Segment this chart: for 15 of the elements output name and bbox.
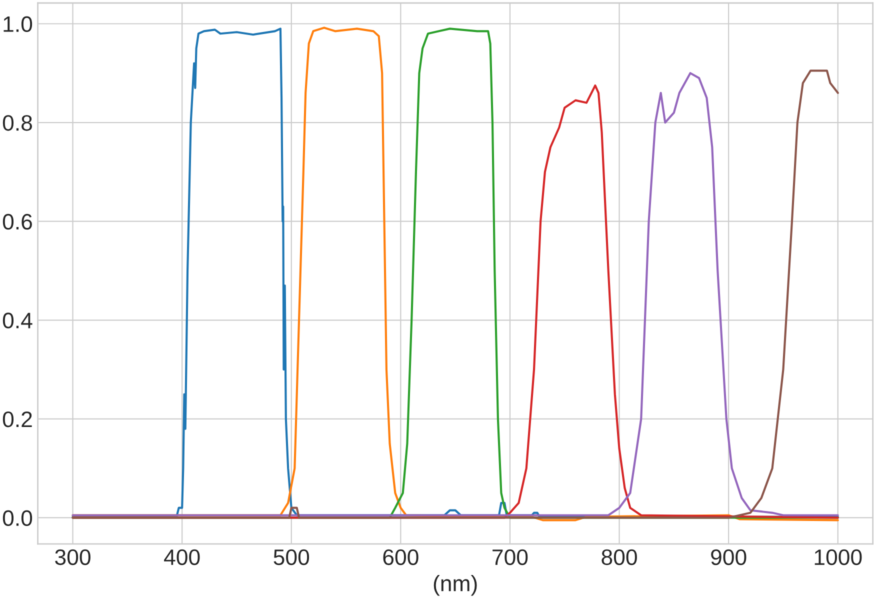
x-axis-title: (nm) (434, 575, 477, 596)
y-tick-label: 0.2 (2, 411, 32, 428)
x-tick-label: 300 (55, 549, 90, 566)
x-tick-label: 400 (164, 549, 200, 566)
x-tick-label: 500 (274, 549, 310, 566)
x-tick-label: 700 (492, 549, 528, 566)
y-tick-label: 0.6 (2, 214, 32, 230)
x-tick-label: 600 (383, 549, 418, 566)
y-tick-label: 0.8 (2, 115, 32, 131)
y-tick-label: 0.0 (2, 510, 32, 526)
x-tick-label: 1000 (814, 549, 862, 566)
y-tick-label: 0.4 (2, 312, 32, 328)
y-tick-label: 1.0 (4, 16, 32, 32)
x-tick-label: 800 (602, 549, 637, 566)
x-tick-label: 900 (711, 549, 746, 566)
